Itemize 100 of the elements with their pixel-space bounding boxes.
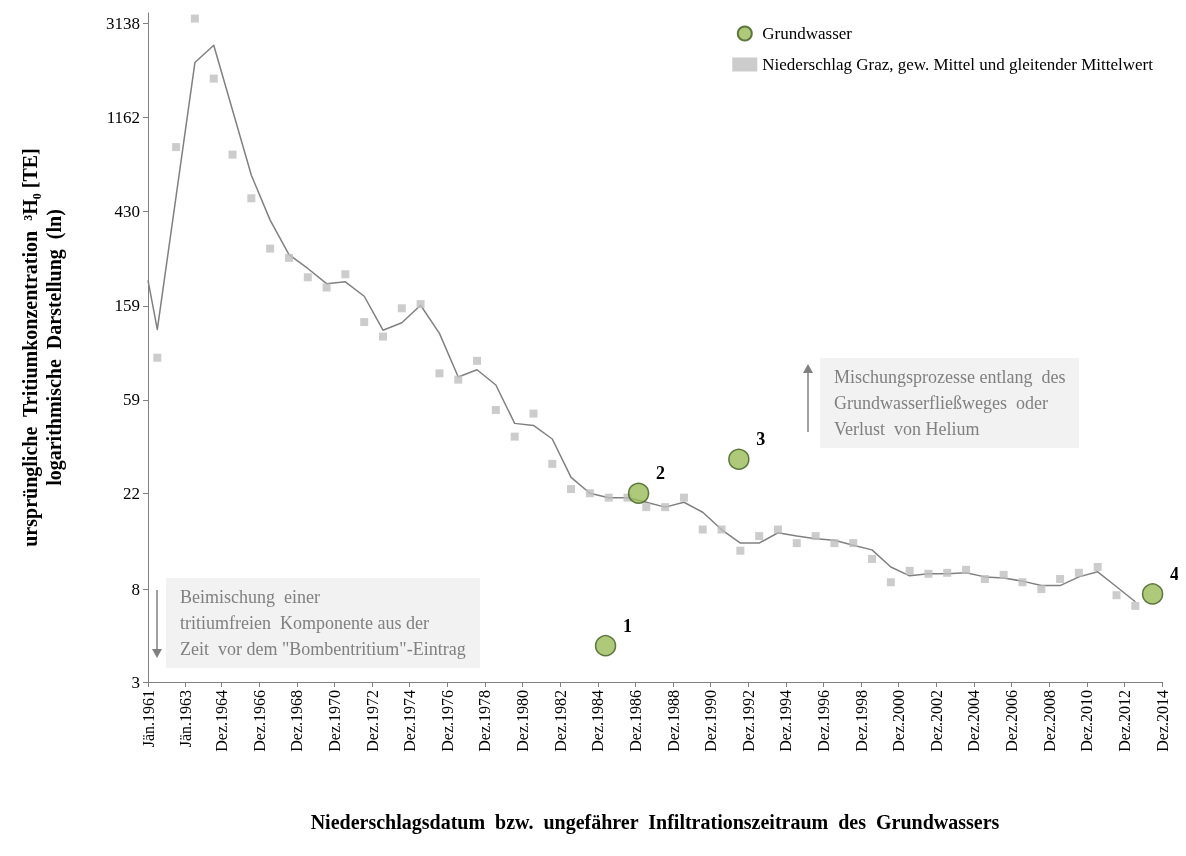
point: [773, 525, 782, 534]
point: [627, 482, 650, 504]
point: [886, 578, 895, 587]
point: [717, 525, 726, 534]
x-tick-label: Dez.1972: [363, 690, 381, 752]
point: [924, 569, 933, 578]
x-tick-label: Dez.2002: [927, 690, 945, 752]
point: [849, 539, 858, 548]
x-tick-label: Dez.1982: [551, 690, 569, 752]
point: [454, 375, 463, 384]
point: [830, 539, 839, 548]
point: [303, 273, 312, 282]
point: [962, 565, 971, 574]
point: [905, 566, 914, 575]
annotation: Beimischung einer tritiumfreien Komponente aus der Zeit vor dem "Bombentritium"-Eintrag: [166, 578, 480, 668]
x-tick-label: Dez.1968: [288, 690, 306, 752]
point: [1056, 574, 1065, 583]
point: [1093, 563, 1102, 571]
x-tick-label: Dez.1986: [626, 690, 644, 752]
point: [190, 14, 199, 23]
y-tick-label: 159: [114, 296, 140, 316]
point: [548, 459, 557, 468]
point: [1112, 591, 1121, 600]
annotation: 3: [756, 429, 766, 450]
annotation: 2: [656, 463, 666, 484]
x-tick-label: Dez.1984: [589, 690, 607, 752]
point: [1074, 568, 1083, 577]
point: [416, 300, 425, 309]
point: [698, 525, 707, 534]
point: [153, 353, 162, 362]
point: [585, 489, 594, 498]
annotation: 1: [623, 615, 633, 636]
point: [980, 574, 989, 583]
x-tick-label: Dez.1966: [250, 690, 268, 752]
point: [943, 568, 952, 577]
legend-label: Niederschlag Graz, gew. Mittel und gleitender Mittelwert: [762, 55, 1154, 74]
x-tick-label: Dez.1964: [213, 690, 231, 752]
point: [604, 493, 613, 502]
point: [999, 570, 1008, 579]
x-tick-label: Dez.1976: [438, 690, 456, 752]
point: [529, 409, 538, 418]
y-tick-label: 59: [123, 390, 140, 410]
point: [397, 304, 406, 313]
point: [247, 194, 256, 203]
point: [172, 143, 181, 152]
x-tick-label: Dez.2006: [1003, 690, 1021, 752]
point: [867, 554, 876, 563]
x-tick-label: Jän.1963: [177, 690, 195, 748]
y-tick-label: 3138: [106, 13, 140, 33]
y-tick-label: 1162: [106, 107, 140, 127]
point: [491, 405, 500, 414]
x-tick-label: Dez.2000: [890, 690, 908, 752]
x-tick-label: Dez.1990: [702, 690, 720, 752]
x-tick-label: Dez.1980: [514, 690, 532, 752]
point: [209, 74, 218, 83]
point: [1131, 601, 1140, 610]
point: [661, 503, 670, 512]
point: [642, 503, 651, 512]
point: [379, 332, 388, 341]
x-tick-label: Jän.1961: [139, 690, 157, 748]
annotation: Mischungsprozesse entlang des Grundwasserfließweges oder Verlust von Helium: [820, 358, 1080, 448]
legend-label: Grundwasser: [762, 24, 853, 43]
x-tick-label: Dez.2004: [965, 690, 983, 752]
point: [679, 493, 688, 502]
x-axis-title: Niederschlagsdatum bzw. ungefährer Infiltrationszeitraum des Grundwassers: [310, 811, 1000, 834]
x-tick-label: Dez.1996: [814, 690, 832, 752]
y-tick-label: 8: [131, 579, 140, 599]
y-tick-label: 22: [123, 483, 140, 503]
point: [1018, 578, 1027, 587]
point: [228, 150, 237, 159]
point: [322, 283, 331, 292]
point: [266, 244, 275, 253]
point: [736, 546, 745, 555]
point: [341, 270, 350, 279]
point: [435, 369, 444, 378]
x-tick-label: Dez.1998: [852, 690, 870, 752]
point: [755, 532, 764, 541]
annotation: 4: [1170, 563, 1180, 584]
point: [1141, 583, 1164, 605]
point: [811, 532, 820, 541]
point: [567, 485, 576, 494]
point: [360, 318, 369, 327]
x-tick-label: Dez.1994: [777, 690, 795, 752]
x-tick-label: Dez.1970: [325, 690, 343, 752]
point: [1037, 585, 1046, 594]
point: [594, 634, 617, 657]
x-tick-label: Dez.2012: [1115, 690, 1133, 752]
y-tick-label: 3: [131, 672, 140, 692]
x-tick-label: Dez.1974: [401, 690, 419, 752]
x-tick-label: Dez.2014: [1153, 690, 1171, 752]
point: [728, 448, 750, 470]
y-tick-label: 430: [114, 202, 140, 222]
x-tick-label: Dez.1992: [739, 690, 757, 752]
point: [284, 253, 293, 262]
x-tick-label: Dez.2008: [1040, 690, 1058, 752]
point: [473, 356, 482, 365]
x-tick-label: Dez.2010: [1078, 690, 1096, 752]
x-tick-label: Dez.1988: [664, 690, 682, 752]
y-axis-title: ursprüngliche Tritiumkonzentration ³H₀ [TE] logarithmische Darstellung (ln): [19, 148, 66, 547]
x-tick-label: Dez.1978: [476, 690, 494, 752]
